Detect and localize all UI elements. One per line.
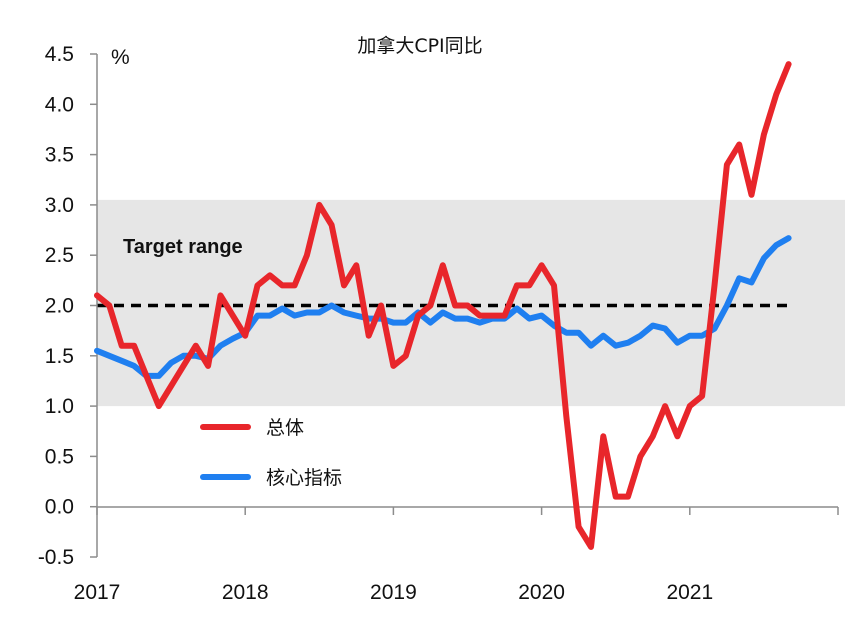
y-tick-label: 4.5 <box>45 43 74 66</box>
target-range-band <box>97 199 845 407</box>
y-tick-label: 2.0 <box>45 295 74 318</box>
chart-title: 加拿大CPI同比 <box>357 34 482 57</box>
y-axis-ticks: 4.5 4.0 3.5 3.0 2.5 2.0 1.5 1.0 0.5 0.0 -0.5 <box>38 43 97 569</box>
x-tick-label: 2017 <box>74 581 121 604</box>
legend-label-headline: 总体 <box>266 417 304 439</box>
x-tick-label: 2020 <box>518 581 565 604</box>
x-axis-ticks: 2017 2018 2019 2020 2021 <box>74 507 839 604</box>
legend-label-core: 核心指标 <box>266 467 342 489</box>
x-tick-label: 2018 <box>222 581 269 604</box>
y-tick-label: 3.0 <box>45 194 74 217</box>
y-tick-label: 0.0 <box>45 496 74 519</box>
y-tick-label: -0.5 <box>38 546 74 569</box>
target-range-label: Target range <box>123 236 243 258</box>
y-tick-label: 1.5 <box>45 345 74 368</box>
y-tick-label: 1.0 <box>45 395 74 418</box>
series-line-headline <box>94 61 792 550</box>
y-tick-label: 3.5 <box>45 144 74 167</box>
target-band-layer: Target range <box>97 199 845 407</box>
y-tick-label: 2.5 <box>45 244 74 267</box>
y-axis-unit-label: % <box>111 46 130 69</box>
x-tick-label: 2021 <box>666 581 713 604</box>
series-lines <box>94 61 792 550</box>
y-tick-label: 4.0 <box>45 93 74 116</box>
x-tick-label: 2019 <box>370 581 417 604</box>
y-tick-label: 0.5 <box>45 445 74 468</box>
axes: 4.54.03.53.02.52.01.51.00.50.0-0.5 2017 2… <box>38 43 839 604</box>
